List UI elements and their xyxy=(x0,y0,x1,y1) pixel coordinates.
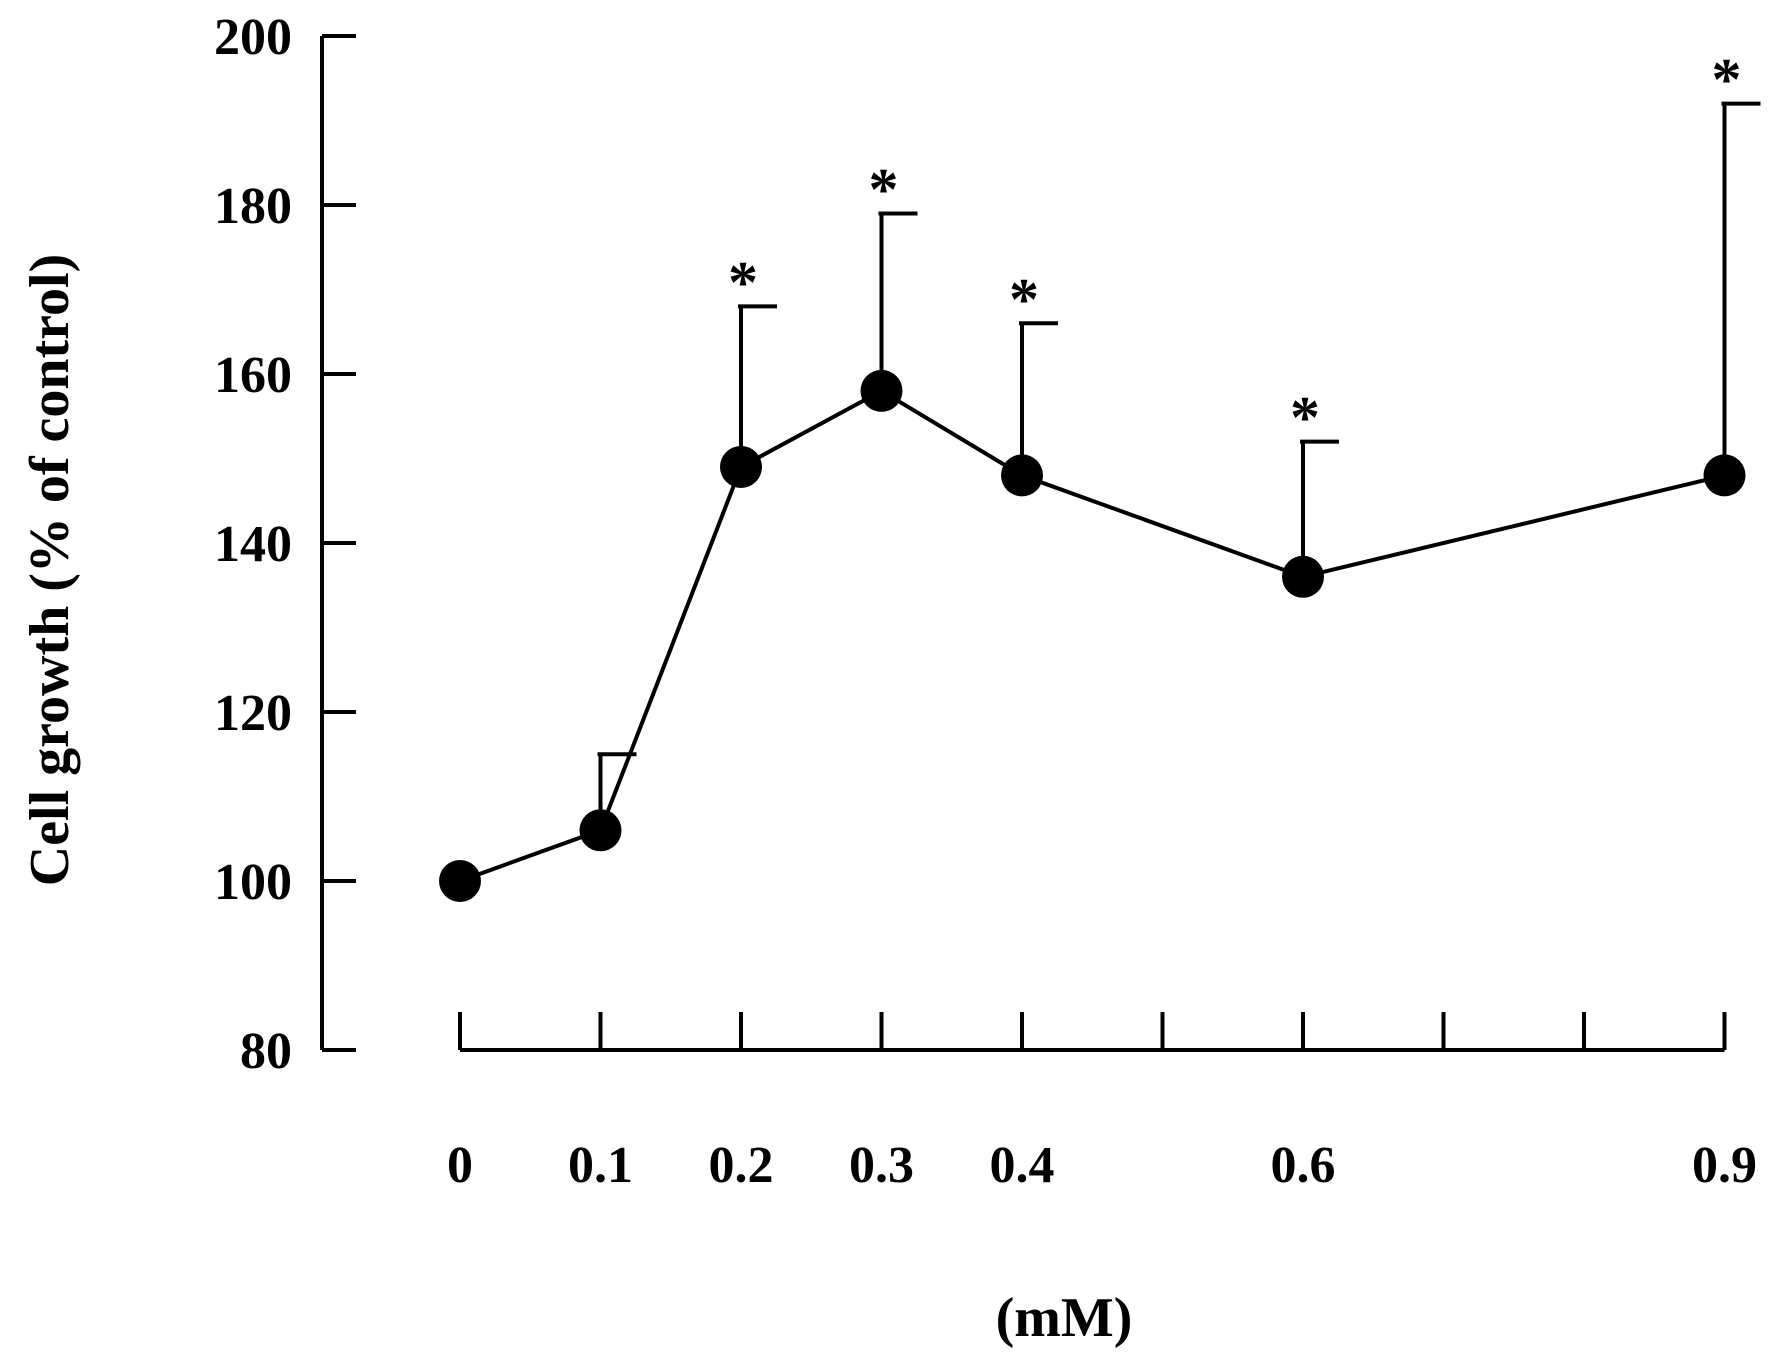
x-tick-label: 0.9 xyxy=(1692,1137,1757,1194)
y-tick-label: 180 xyxy=(214,178,292,235)
x-tick-label: 0 xyxy=(447,1137,473,1194)
x-tick-label: 0.1 xyxy=(568,1137,633,1194)
y-axis: 80 100 120 140 160 180 200 xyxy=(214,9,356,1080)
x-tick-label: 0.2 xyxy=(709,1137,774,1194)
significance-markers: * * * * * xyxy=(728,47,1742,451)
error-bars xyxy=(597,101,1761,831)
x-tick-label: 0.6 xyxy=(1271,1137,1336,1194)
data-point xyxy=(720,445,762,488)
data-point xyxy=(1282,555,1324,598)
significance-star: * xyxy=(1290,385,1320,451)
y-tick-label: 200 xyxy=(214,9,292,66)
y-tick-label: 120 xyxy=(214,685,292,742)
data-point xyxy=(439,860,481,902)
data-series xyxy=(439,369,1746,902)
significance-star: * xyxy=(869,156,899,222)
y-axis-title: Cell growth (% of control) xyxy=(19,254,81,887)
x-axis-title: (mM) xyxy=(996,1287,1133,1349)
y-tick-label: 160 xyxy=(214,347,292,404)
y-tick-label: 140 xyxy=(214,516,292,573)
x-tick-label: 0.3 xyxy=(849,1137,914,1194)
significance-star: * xyxy=(1712,47,1742,113)
data-point xyxy=(1703,454,1746,497)
x-axis: 0 0.1 0.2 0.3 0.4 0.6 0.9 xyxy=(447,1012,1757,1194)
data-point xyxy=(1001,454,1043,497)
y-tick-label: 80 xyxy=(240,1023,292,1080)
significance-star: * xyxy=(1009,266,1039,332)
series-line xyxy=(459,388,1725,883)
significance-star: * xyxy=(728,249,758,315)
data-point xyxy=(579,809,622,852)
y-tick-label: 100 xyxy=(214,854,292,911)
x-tick-label: 0.4 xyxy=(990,1137,1055,1194)
data-point xyxy=(860,369,903,412)
